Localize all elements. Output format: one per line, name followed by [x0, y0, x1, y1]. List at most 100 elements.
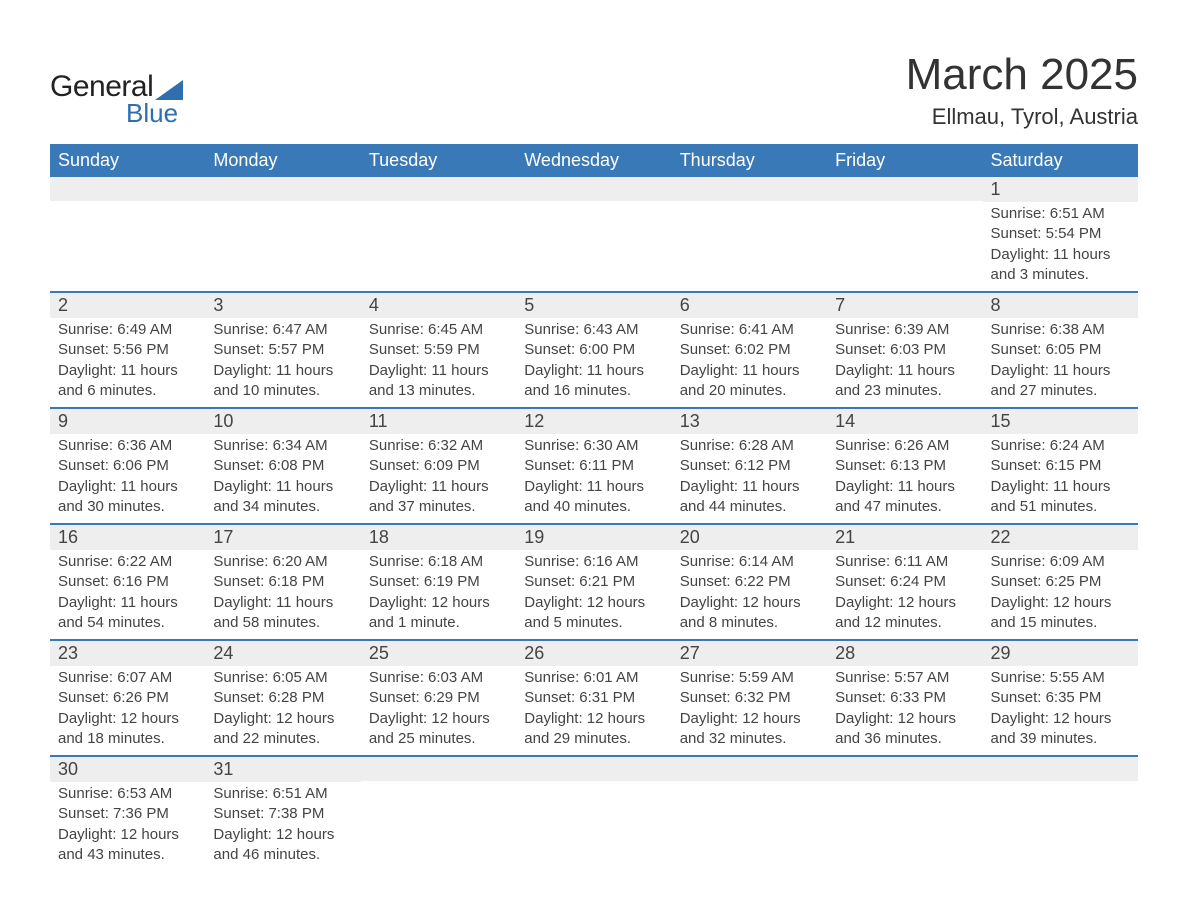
calendar-day-cell: 17Sunrise: 6:20 AMSunset: 6:18 PMDayligh…: [205, 524, 360, 640]
calendar-day-cell: 3Sunrise: 6:47 AMSunset: 5:57 PMDaylight…: [205, 292, 360, 408]
calendar-day-cell: [361, 756, 516, 871]
daylight-text: Daylight: 11 hours and 3 minutes.: [991, 245, 1130, 286]
weekday-header: Monday: [205, 144, 360, 177]
sunrise-text: Sunrise: 6:30 AM: [524, 436, 663, 456]
day-number: [516, 757, 671, 781]
daylight-text: Daylight: 12 hours and 8 minutes.: [680, 593, 819, 634]
sunrise-text: Sunrise: 6:01 AM: [524, 668, 663, 688]
day-body: Sunrise: 6:09 AMSunset: 6:25 PMDaylight:…: [983, 550, 1138, 639]
calendar-day-cell: 23Sunrise: 6:07 AMSunset: 6:26 PMDayligh…: [50, 640, 205, 756]
calendar-day-cell: [516, 177, 671, 292]
sunrise-text: Sunrise: 6:26 AM: [835, 436, 974, 456]
day-body: Sunrise: 6:18 AMSunset: 6:19 PMDaylight:…: [361, 550, 516, 639]
daylight-text: Daylight: 12 hours and 1 minute.: [369, 593, 508, 634]
daylight-text: Daylight: 11 hours and 30 minutes.: [58, 477, 197, 518]
day-number: [50, 177, 205, 201]
calendar-day-cell: 25Sunrise: 6:03 AMSunset: 6:29 PMDayligh…: [361, 640, 516, 756]
day-body: Sunrise: 5:59 AMSunset: 6:32 PMDaylight:…: [672, 666, 827, 755]
calendar-day-cell: [672, 756, 827, 871]
day-number: 17: [205, 525, 360, 550]
calendar-day-cell: 21Sunrise: 6:11 AMSunset: 6:24 PMDayligh…: [827, 524, 982, 640]
daylight-text: Daylight: 11 hours and 40 minutes.: [524, 477, 663, 518]
day-body: [672, 201, 827, 279]
sunset-text: Sunset: 6:15 PM: [991, 456, 1130, 476]
day-body: Sunrise: 6:30 AMSunset: 6:11 PMDaylight:…: [516, 434, 671, 523]
sunrise-text: Sunrise: 6:18 AM: [369, 552, 508, 572]
day-body: Sunrise: 5:57 AMSunset: 6:33 PMDaylight:…: [827, 666, 982, 755]
day-body: Sunrise: 6:51 AMSunset: 5:54 PMDaylight:…: [983, 202, 1138, 291]
sunset-text: Sunset: 6:05 PM: [991, 340, 1130, 360]
day-body: Sunrise: 6:22 AMSunset: 6:16 PMDaylight:…: [50, 550, 205, 639]
day-number: 4: [361, 293, 516, 318]
calendar-week-row: 16Sunrise: 6:22 AMSunset: 6:16 PMDayligh…: [50, 524, 1138, 640]
calendar-day-cell: [827, 177, 982, 292]
day-number: 27: [672, 641, 827, 666]
sunset-text: Sunset: 5:56 PM: [58, 340, 197, 360]
calendar-day-cell: [672, 177, 827, 292]
sunrise-text: Sunrise: 6:11 AM: [835, 552, 974, 572]
sunrise-text: Sunrise: 6:32 AM: [369, 436, 508, 456]
sunrise-text: Sunrise: 6:20 AM: [213, 552, 352, 572]
weekday-header: Wednesday: [516, 144, 671, 177]
daylight-text: Daylight: 11 hours and 20 minutes.: [680, 361, 819, 402]
sunset-text: Sunset: 6:21 PM: [524, 572, 663, 592]
daylight-text: Daylight: 12 hours and 32 minutes.: [680, 709, 819, 750]
day-body: Sunrise: 6:26 AMSunset: 6:13 PMDaylight:…: [827, 434, 982, 523]
day-number: 26: [516, 641, 671, 666]
day-number: [205, 177, 360, 201]
sunrise-text: Sunrise: 6:45 AM: [369, 320, 508, 340]
daylight-text: Daylight: 12 hours and 43 minutes.: [58, 825, 197, 866]
title-block: March 2025 Ellmau, Tyrol, Austria: [906, 50, 1138, 130]
day-body: Sunrise: 6:45 AMSunset: 5:59 PMDaylight:…: [361, 318, 516, 407]
daylight-text: Daylight: 11 hours and 6 minutes.: [58, 361, 197, 402]
day-number: [672, 177, 827, 201]
sunset-text: Sunset: 6:31 PM: [524, 688, 663, 708]
sunset-text: Sunset: 5:57 PM: [213, 340, 352, 360]
daylight-text: Daylight: 11 hours and 16 minutes.: [524, 361, 663, 402]
sunset-text: Sunset: 6:03 PM: [835, 340, 974, 360]
daylight-text: Daylight: 12 hours and 22 minutes.: [213, 709, 352, 750]
day-number: 14: [827, 409, 982, 434]
daylight-text: Daylight: 11 hours and 10 minutes.: [213, 361, 352, 402]
day-number: 2: [50, 293, 205, 318]
sunrise-text: Sunrise: 5:59 AM: [680, 668, 819, 688]
day-body: Sunrise: 6:03 AMSunset: 6:29 PMDaylight:…: [361, 666, 516, 755]
daylight-text: Daylight: 12 hours and 39 minutes.: [991, 709, 1130, 750]
sunset-text: Sunset: 6:19 PM: [369, 572, 508, 592]
day-number: 6: [672, 293, 827, 318]
sunrise-text: Sunrise: 6:28 AM: [680, 436, 819, 456]
day-number: 19: [516, 525, 671, 550]
day-body: [827, 781, 982, 859]
calendar-day-cell: 7Sunrise: 6:39 AMSunset: 6:03 PMDaylight…: [827, 292, 982, 408]
daylight-text: Daylight: 11 hours and 47 minutes.: [835, 477, 974, 518]
calendar-week-row: 2Sunrise: 6:49 AMSunset: 5:56 PMDaylight…: [50, 292, 1138, 408]
daylight-text: Daylight: 12 hours and 36 minutes.: [835, 709, 974, 750]
daylight-text: Daylight: 12 hours and 12 minutes.: [835, 593, 974, 634]
day-body: [50, 201, 205, 279]
day-number: 13: [672, 409, 827, 434]
day-number: 23: [50, 641, 205, 666]
calendar-week-row: 23Sunrise: 6:07 AMSunset: 6:26 PMDayligh…: [50, 640, 1138, 756]
sunrise-text: Sunrise: 6:51 AM: [213, 784, 352, 804]
calendar-day-cell: 12Sunrise: 6:30 AMSunset: 6:11 PMDayligh…: [516, 408, 671, 524]
day-body: Sunrise: 5:55 AMSunset: 6:35 PMDaylight:…: [983, 666, 1138, 755]
sunset-text: Sunset: 6:08 PM: [213, 456, 352, 476]
day-body: Sunrise: 6:07 AMSunset: 6:26 PMDaylight:…: [50, 666, 205, 755]
day-body: Sunrise: 6:20 AMSunset: 6:18 PMDaylight:…: [205, 550, 360, 639]
day-body: Sunrise: 6:51 AMSunset: 7:38 PMDaylight:…: [205, 782, 360, 871]
header: General Blue March 2025 Ellmau, Tyrol, A…: [50, 50, 1138, 130]
month-title: March 2025: [906, 50, 1138, 100]
day-body: Sunrise: 6:39 AMSunset: 6:03 PMDaylight:…: [827, 318, 982, 407]
calendar-week-row: 1Sunrise: 6:51 AMSunset: 5:54 PMDaylight…: [50, 177, 1138, 292]
day-body: [361, 201, 516, 279]
sunset-text: Sunset: 6:24 PM: [835, 572, 974, 592]
sunset-text: Sunset: 6:18 PM: [213, 572, 352, 592]
sunrise-text: Sunrise: 5:55 AM: [991, 668, 1130, 688]
calendar-table: Sunday Monday Tuesday Wednesday Thursday…: [50, 144, 1138, 871]
calendar-day-cell: 5Sunrise: 6:43 AMSunset: 6:00 PMDaylight…: [516, 292, 671, 408]
calendar-day-cell: 11Sunrise: 6:32 AMSunset: 6:09 PMDayligh…: [361, 408, 516, 524]
calendar-day-cell: 4Sunrise: 6:45 AMSunset: 5:59 PMDaylight…: [361, 292, 516, 408]
calendar-day-cell: 14Sunrise: 6:26 AMSunset: 6:13 PMDayligh…: [827, 408, 982, 524]
day-body: [361, 781, 516, 859]
day-number: 7: [827, 293, 982, 318]
